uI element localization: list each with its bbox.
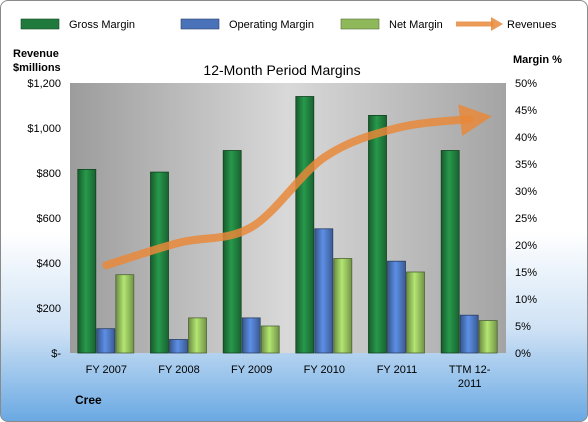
left-axis-label-line2: $millions — [13, 62, 61, 74]
legend-label: Net Margin — [389, 19, 443, 31]
bar-net-margin — [260, 325, 280, 354]
bar-gross-margin — [440, 150, 460, 354]
y-left-tick-label: $600 — [37, 213, 61, 225]
bar-gross-margin — [368, 115, 387, 354]
y-right-tick-label: 40% — [515, 132, 537, 144]
bar-gross-margin — [77, 168, 97, 354]
legend-label: Gross Margin — [69, 19, 135, 31]
y-right-tick-label: 15% — [515, 267, 537, 279]
legend-label: Operating Margin — [229, 19, 314, 31]
y-right-tick-label: 10% — [515, 294, 537, 306]
y-left-tick-label: $1,200 — [27, 78, 61, 90]
revenue-line — [102, 104, 492, 270]
legend-label: Revenues — [507, 19, 557, 31]
bar-net-margin — [188, 317, 207, 354]
x-tick-label: FY 2011 — [377, 364, 418, 376]
bar-operating-margin — [96, 328, 116, 354]
legend-swatch-net-margin — [340, 18, 380, 30]
x-tick-label: FY 2008 — [158, 364, 199, 376]
y-left-tick-label: $1,000 — [27, 123, 61, 135]
x-tick-label: TTM 12- 2011 — [449, 364, 491, 390]
bar-net-margin — [333, 258, 353, 354]
left-axis-label-line1: Revenue — [13, 48, 59, 60]
company-label: Cree — [75, 393, 102, 407]
right-axis-label: Margin % — [513, 54, 562, 66]
y-left-tick-label: $- — [51, 348, 61, 360]
chart-title: 12-Month Period Margins — [203, 62, 360, 78]
y-right-tick-label: 50% — [515, 78, 537, 90]
plot-area — [70, 83, 506, 353]
x-tick-label: FY 2007 — [86, 364, 127, 376]
y-left-tick-label: $400 — [37, 258, 61, 270]
legend-swatch-gross-margin — [20, 18, 60, 30]
y-left-tick-label: $200 — [37, 303, 61, 315]
x-tick-label: FY 2009 — [231, 364, 272, 376]
bar-net-margin — [115, 274, 135, 354]
legend-arrow-icon — [491, 17, 503, 31]
y-right-tick-label: 20% — [515, 240, 537, 252]
bar-operating-margin — [314, 228, 334, 354]
y-right-tick-label: 45% — [515, 105, 537, 117]
y-right-tick-label: 35% — [515, 159, 537, 171]
bar-operating-margin — [169, 339, 188, 354]
y-right-tick-label: 30% — [515, 186, 537, 198]
y-left-tick-label: $800 — [37, 168, 61, 180]
legend-swatch-operating-margin — [180, 18, 220, 30]
y-right-tick-label: 5% — [515, 321, 531, 333]
bar-net-margin — [478, 320, 498, 354]
bar-gross-margin — [295, 96, 315, 354]
x-tick-label-line: 2011 — [458, 378, 482, 390]
x-tick-label-line: TTM 12- — [449, 364, 491, 376]
y-right-tick-label: 25% — [515, 213, 537, 225]
bar-gross-margin — [222, 150, 242, 354]
y-right-tick-label: 0% — [515, 348, 531, 360]
bar-operating-margin — [459, 314, 479, 354]
bar-operating-margin — [387, 260, 406, 354]
bar-operating-margin — [241, 317, 261, 354]
bar-net-margin — [406, 271, 425, 354]
bar-gross-margin — [150, 171, 169, 354]
x-tick-label: FY 2010 — [304, 364, 345, 376]
